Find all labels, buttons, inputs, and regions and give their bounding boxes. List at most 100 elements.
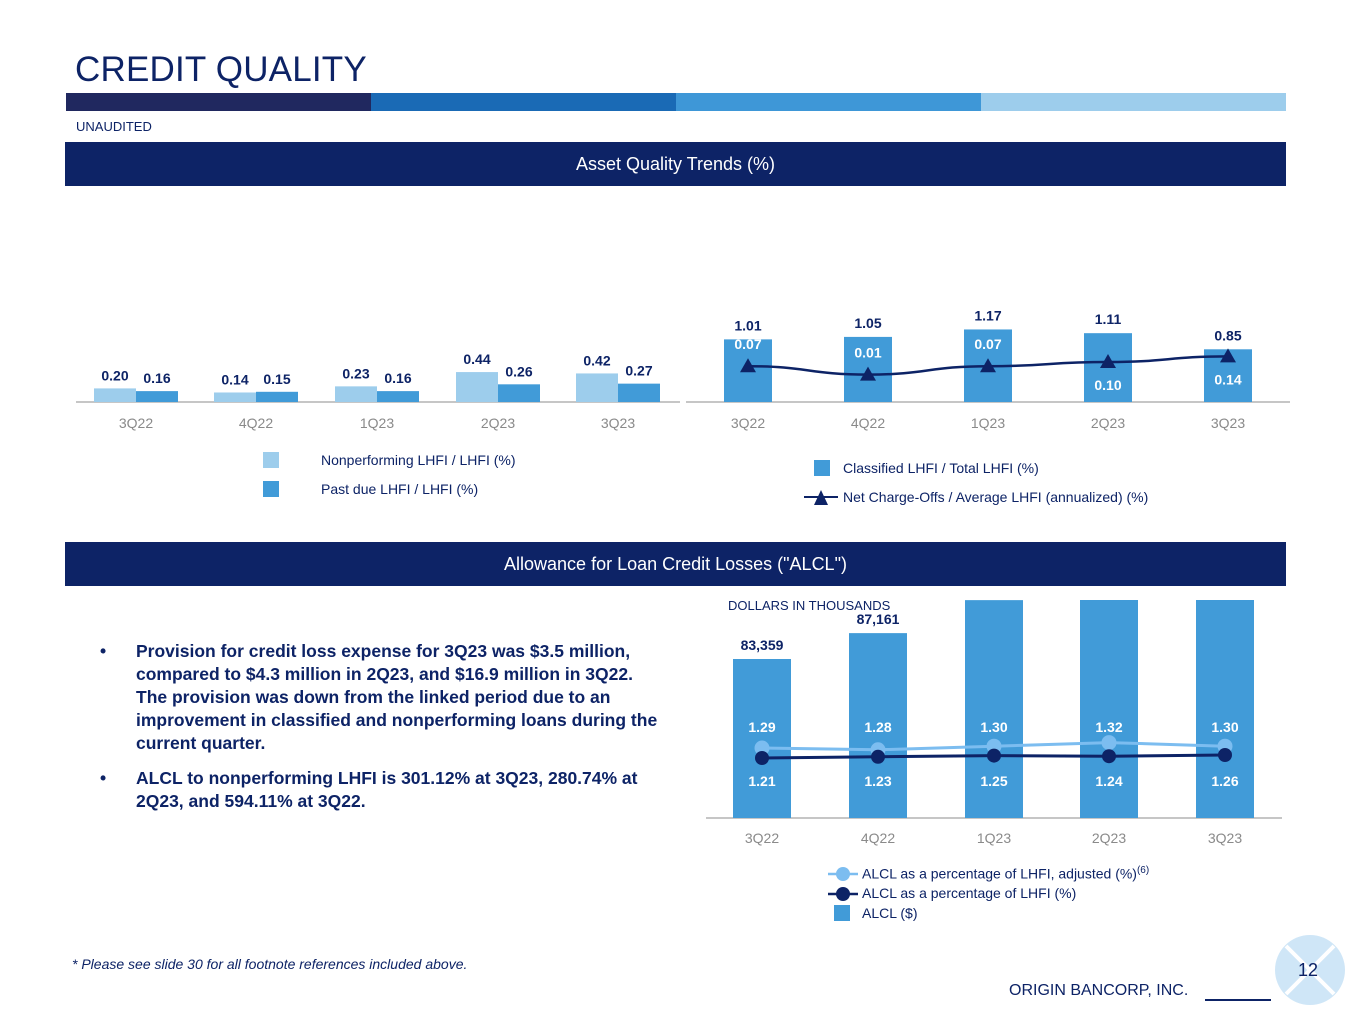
value-label-nonperforming: 0.23 bbox=[342, 365, 369, 381]
nco-marker bbox=[740, 358, 756, 373]
legend-alcl-adjusted-text: ALCL as a percentage of LHFI, adjusted (… bbox=[862, 865, 1137, 882]
header-stripe-2 bbox=[371, 93, 676, 111]
bullet-alcl-ratio-text: ALCL to nonperforming LHFI is 301.12% at… bbox=[136, 768, 638, 811]
legend-classified: Classified LHFI / Total LHFI (%) bbox=[843, 460, 1039, 476]
alcl-adjusted-marker bbox=[754, 740, 770, 756]
x-tick-label: 4Q22 bbox=[851, 415, 885, 431]
legend-alcl-pct: ALCL as a percentage of LHFI (%) bbox=[862, 885, 1077, 901]
value-label-alcl-pct: 1.25 bbox=[980, 773, 1007, 789]
bar-past-due bbox=[256, 391, 298, 402]
nco-marker bbox=[860, 366, 876, 381]
legend-swatch-past-due bbox=[263, 481, 279, 497]
alcl-pct-marker bbox=[1102, 749, 1116, 764]
bar-nonperforming bbox=[335, 386, 377, 402]
legend-light-line-icon bbox=[828, 867, 858, 881]
header-stripe-4 bbox=[981, 93, 1286, 111]
value-label-alcl: 87,161 bbox=[857, 611, 900, 627]
value-label-classified: 1.17 bbox=[974, 307, 1001, 323]
legend-navy-line-icon bbox=[828, 887, 858, 901]
page-title: CREDIT QUALITY bbox=[75, 50, 367, 89]
x-tick-label: 2Q23 bbox=[1092, 830, 1126, 846]
value-label-classified: 1.05 bbox=[854, 315, 881, 331]
value-label-alcl-adjusted: 1.32 bbox=[1095, 719, 1122, 735]
x-tick-label: 3Q23 bbox=[1208, 830, 1242, 846]
value-label-nco: 0.07 bbox=[734, 336, 761, 352]
value-label-classified: 1.01 bbox=[734, 317, 761, 333]
bar-alcl bbox=[849, 633, 907, 818]
x-tick-label: 4Q22 bbox=[239, 415, 273, 431]
value-label-past-due: 0.16 bbox=[384, 370, 411, 386]
alcl-chart: 83,3593Q2287,1614Q2292,0081Q2394,3532Q23… bbox=[706, 600, 1282, 846]
value-label-alcl-adjusted: 1.28 bbox=[864, 719, 891, 735]
asset-quality-banner: Asset Quality Trends (%) bbox=[65, 142, 1286, 186]
value-label-alcl-pct: 1.23 bbox=[864, 773, 891, 789]
legend-swatch-classified bbox=[814, 460, 830, 476]
alcl-banner: Allowance for Loan Credit Losses ("ALCL"… bbox=[65, 542, 1286, 586]
value-label-alcl-adjusted: 1.30 bbox=[980, 719, 1007, 735]
value-label-past-due: 0.16 bbox=[143, 370, 170, 386]
x-tick-label: 3Q22 bbox=[119, 415, 153, 431]
commentary-bullets: • Provision for credit loss expense for … bbox=[100, 640, 660, 825]
footnote-ref: (6) bbox=[1136, 865, 1150, 876]
alcl-pct-marker bbox=[755, 751, 769, 765]
x-tick-label: 2Q23 bbox=[481, 415, 515, 431]
value-label-alcl: 83,359 bbox=[741, 637, 784, 653]
x-tick-label: 1Q23 bbox=[977, 830, 1011, 846]
bar-nonperforming bbox=[214, 392, 256, 402]
bullet-provision-text: Provision for credit loss expense for 3Q… bbox=[136, 641, 658, 753]
value-label-past-due: 0.15 bbox=[263, 371, 290, 387]
nco-marker bbox=[1100, 354, 1116, 368]
bar-nonperforming bbox=[576, 373, 618, 402]
alcl-pct-marker bbox=[871, 749, 885, 764]
header-stripe-1 bbox=[66, 93, 371, 111]
nco-marker bbox=[1220, 348, 1236, 363]
company-underline bbox=[1205, 999, 1271, 1001]
value-label-nonperforming: 0.44 bbox=[463, 351, 490, 367]
legend-alcl-adjusted: ALCL as a percentage of LHFI, adjusted (… bbox=[862, 865, 1149, 882]
footnote: * Please see slide 30 for all footnote r… bbox=[72, 956, 468, 972]
value-label-alcl-pct: 1.21 bbox=[748, 773, 775, 789]
value-label-nonperforming: 0.14 bbox=[221, 371, 248, 387]
bullet-alcl-ratio: • ALCL to nonperforming LHFI is 301.12% … bbox=[100, 767, 660, 813]
legend-nonperforming: Nonperforming LHFI / LHFI (%) bbox=[321, 452, 516, 468]
value-label-nco: 0.01 bbox=[854, 345, 881, 361]
alcl-adjusted-marker bbox=[1101, 735, 1117, 751]
value-label-alcl-adjusted: 1.30 bbox=[1211, 719, 1238, 735]
bullet-symbol: • bbox=[100, 768, 107, 788]
x-tick-label: 4Q22 bbox=[861, 830, 895, 846]
value-label-alcl-pct: 1.26 bbox=[1211, 773, 1238, 789]
x-tick-label: 3Q23 bbox=[1211, 415, 1245, 431]
legend-swatch-alcl bbox=[834, 905, 850, 921]
page-number: 12 bbox=[1298, 960, 1319, 980]
bar-alcl bbox=[733, 659, 791, 818]
company-name: ORIGIN BANCORP, INC. bbox=[1009, 982, 1189, 999]
bullet-provision: • Provision for credit loss expense for … bbox=[100, 640, 660, 755]
value-label-classified: 1.11 bbox=[1095, 311, 1122, 327]
bar-nonperforming bbox=[456, 372, 498, 402]
alcl-pct-marker bbox=[1218, 748, 1232, 762]
bar-alcl bbox=[1080, 600, 1138, 818]
bar-past-due bbox=[377, 391, 419, 402]
value-label-classified: 0.85 bbox=[1214, 327, 1241, 343]
origin-logo-icon bbox=[1275, 935, 1345, 1005]
bullet-symbol: • bbox=[100, 641, 107, 661]
nco-marker bbox=[980, 358, 996, 373]
bar-nonperforming bbox=[94, 388, 136, 402]
x-tick-label: 3Q22 bbox=[731, 415, 765, 431]
value-label-past-due: 0.26 bbox=[505, 363, 532, 379]
alcl-pct-marker bbox=[987, 748, 1001, 763]
x-tick-label: 1Q23 bbox=[971, 415, 1005, 431]
value-label-nonperforming: 0.42 bbox=[583, 352, 610, 368]
legend-triangle-line-icon bbox=[804, 490, 838, 505]
legend-net-charge-offs: Net Charge-Offs / Average LHFI (annualiz… bbox=[843, 489, 1149, 505]
value-label-nco: 0.07 bbox=[974, 336, 1001, 352]
bar-past-due bbox=[498, 384, 540, 402]
x-tick-label: 3Q22 bbox=[745, 830, 779, 846]
bar-past-due bbox=[618, 383, 660, 402]
units-note: DOLLARS IN THOUSANDS bbox=[728, 598, 891, 613]
legend-past-due: Past due LHFI / LHFI (%) bbox=[321, 481, 479, 497]
value-label-alcl-pct: 1.24 bbox=[1095, 773, 1122, 789]
header-stripe-3 bbox=[676, 93, 981, 111]
value-label-nco: 0.10 bbox=[1094, 377, 1121, 393]
bar-alcl bbox=[1196, 600, 1254, 818]
